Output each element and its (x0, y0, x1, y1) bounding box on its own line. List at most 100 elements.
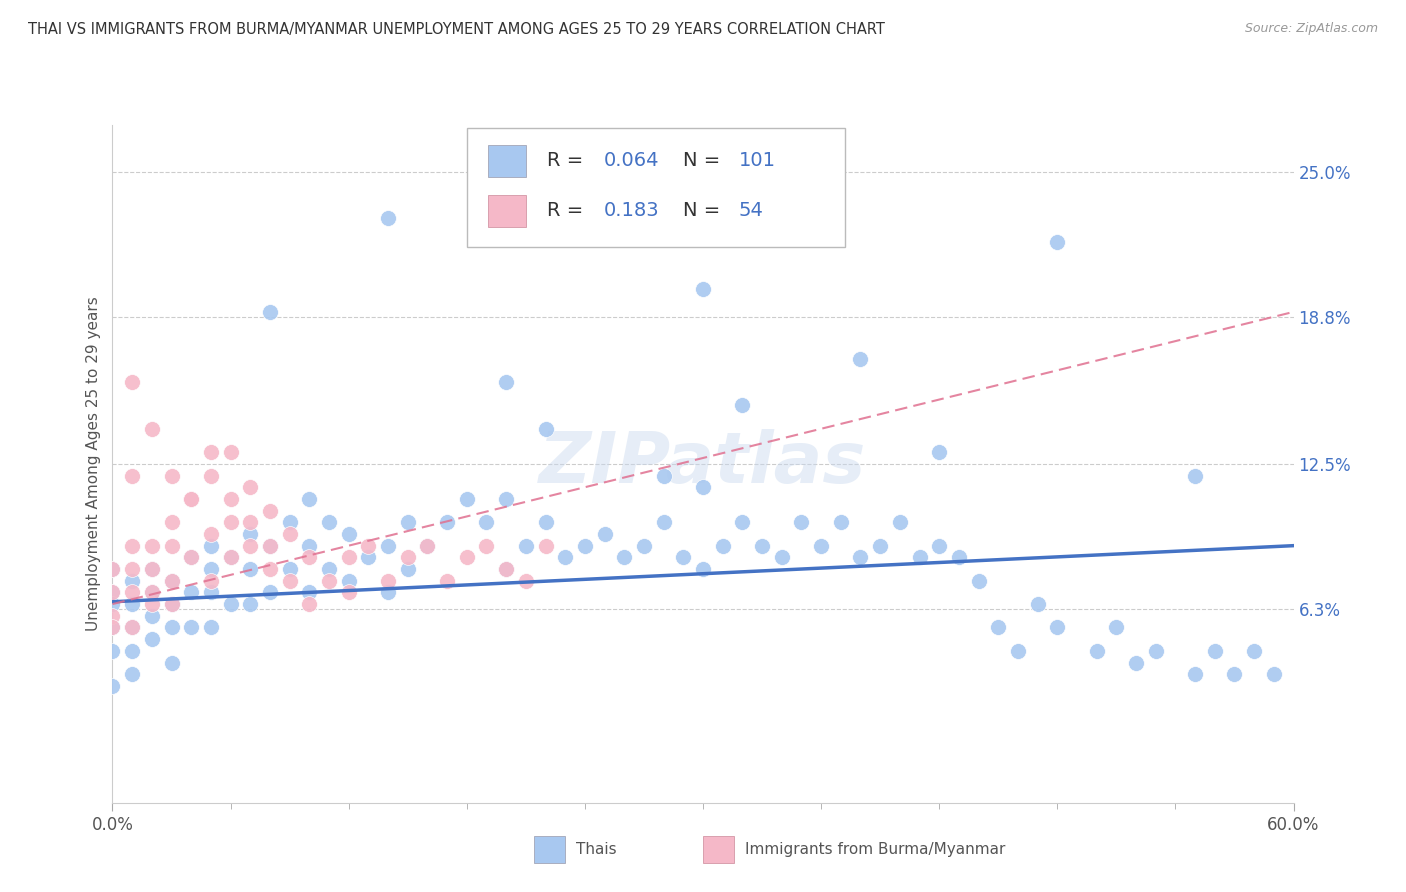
Point (495, 491, 517, 506)
Point (889, 516, 911, 530)
Point (180, 585, 202, 599)
Point (160, 539, 183, 553)
Point (121, 644, 143, 658)
Point (141, 585, 163, 599)
Point (141, 608, 163, 623)
Point (239, 516, 262, 530)
Point (101, 620, 124, 634)
Point (298, 585, 321, 599)
Point (259, 539, 281, 553)
Point (219, 516, 242, 530)
Point (377, 585, 399, 599)
Point (495, 375, 517, 389)
Text: 0.183: 0.183 (603, 202, 659, 220)
Point (141, 597, 163, 611)
Point (239, 480, 262, 494)
Point (141, 562, 163, 576)
FancyBboxPatch shape (488, 145, 526, 178)
Text: Thais: Thais (576, 842, 617, 856)
Point (810, 539, 832, 553)
Point (141, 539, 163, 553)
Point (121, 539, 143, 553)
Point (869, 539, 891, 553)
Point (633, 539, 655, 553)
Point (534, 516, 557, 530)
Point (180, 550, 202, 565)
Point (219, 597, 242, 611)
Point (121, 597, 143, 611)
Point (180, 491, 202, 506)
Point (1105, 620, 1128, 634)
Point (200, 445, 222, 459)
Point (652, 516, 675, 530)
Point (160, 597, 183, 611)
Point (160, 468, 183, 483)
Point (475, 516, 498, 530)
Point (1223, 667, 1246, 681)
Point (830, 516, 852, 530)
Point (849, 351, 872, 366)
Point (219, 550, 242, 565)
Point (495, 562, 517, 576)
Point (239, 597, 262, 611)
Point (121, 620, 143, 634)
Point (121, 574, 143, 588)
Point (298, 597, 321, 611)
Text: R =: R = (547, 152, 589, 170)
Point (101, 620, 124, 634)
Text: Immigrants from Burma/Myanmar: Immigrants from Burma/Myanmar (745, 842, 1005, 856)
Point (101, 597, 124, 611)
Point (692, 281, 714, 295)
Point (121, 667, 143, 681)
Point (908, 550, 931, 565)
Text: 0.064: 0.064 (603, 152, 659, 170)
Point (1263, 667, 1285, 681)
Point (298, 550, 321, 565)
Point (141, 585, 163, 599)
Point (298, 539, 321, 553)
Point (180, 491, 202, 506)
Text: N =: N = (683, 202, 727, 220)
Text: Source: ZipAtlas.com: Source: ZipAtlas.com (1244, 22, 1378, 36)
Point (1184, 667, 1206, 681)
Point (1144, 644, 1167, 658)
Y-axis label: Unemployment Among Ages 25 to 29 years: Unemployment Among Ages 25 to 29 years (86, 296, 101, 632)
Point (593, 527, 616, 541)
Point (160, 574, 183, 588)
Point (141, 422, 163, 436)
Point (534, 422, 557, 436)
Point (672, 550, 695, 565)
Point (456, 550, 478, 565)
Point (396, 516, 419, 530)
Point (1204, 644, 1226, 658)
Point (121, 468, 143, 483)
Point (239, 562, 262, 576)
Point (101, 562, 124, 576)
Point (770, 550, 793, 565)
Point (337, 585, 360, 599)
Text: THAI VS IMMIGRANTS FROM BURMA/MYANMAR UNEMPLOYMENT AMONG AGES 25 TO 29 YEARS COR: THAI VS IMMIGRANTS FROM BURMA/MYANMAR UN… (28, 22, 884, 37)
Point (711, 539, 734, 553)
Point (160, 597, 183, 611)
Point (278, 527, 301, 541)
Point (357, 539, 380, 553)
FancyBboxPatch shape (467, 128, 845, 247)
Point (200, 468, 222, 483)
FancyBboxPatch shape (488, 194, 526, 227)
Point (259, 503, 281, 517)
Point (416, 539, 439, 553)
Point (1046, 620, 1069, 634)
Point (574, 539, 596, 553)
Point (337, 574, 360, 588)
Point (121, 585, 143, 599)
Point (200, 585, 222, 599)
Point (436, 516, 458, 530)
Point (160, 656, 183, 670)
Point (396, 562, 419, 576)
Point (849, 550, 872, 565)
Point (141, 632, 163, 647)
Point (101, 644, 124, 658)
Text: ZIPatlas: ZIPatlas (540, 429, 866, 499)
Point (928, 539, 950, 553)
Point (396, 550, 419, 565)
